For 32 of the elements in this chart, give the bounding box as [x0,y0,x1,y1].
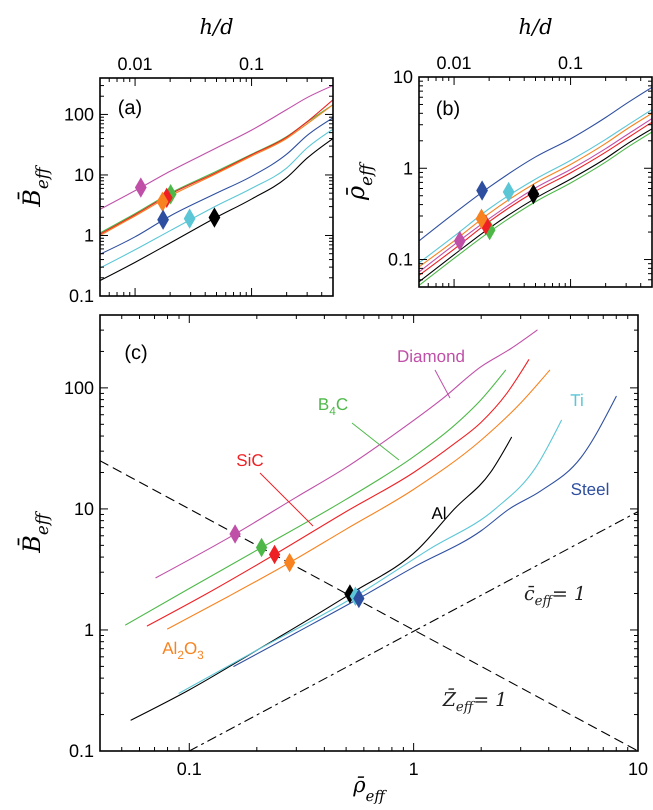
x-axis-title: h/d [518,15,553,39]
y-tick-label: 1 [84,225,94,246]
x-tick-label: 0.1 [176,759,202,779]
x-tick-label: 0.1 [558,53,584,73]
y-tick-label: 0.1 [388,250,413,270]
x-tick-label: 10 [628,759,648,779]
x-tick-label: 0.1 [239,54,264,74]
series-label: Diamond [396,346,466,366]
series-label: Al [431,504,447,522]
series-label: Steel [570,480,610,498]
text: (c) [124,342,148,364]
x-tick-label: 0.01 [118,54,153,74]
text: (b) [436,98,460,120]
x-axis-title: h/d [199,15,234,39]
y-tick-label: 100 [64,378,94,398]
y-tick-label: 0.1 [68,741,94,761]
y-tick-label: 1 [402,158,413,178]
text: B$_{4}$C [318,394,348,418]
x-axis-title: ρ̄$_{eff}$ [352,773,388,804]
text: (a) [118,97,142,119]
text: SiC [236,450,264,470]
y-tick-label: 100 [64,104,94,124]
y-tick-label: 10 [74,498,94,519]
y-tick-label: 0.1 [68,286,94,306]
annotation: c̄$_{eff}$= 1 [524,583,586,609]
series-label: Ti [570,390,584,410]
y-tick-label: 1 [84,620,94,640]
series-label: Al$_{2}$O$_{3}$ [162,638,204,662]
y-tick-label: 10 [392,67,413,87]
x-tick-label: 0.01 [436,53,472,73]
y-tick-label: 10 [74,164,94,185]
annotation: Z̄$_{eff}$= 1 [442,688,508,715]
